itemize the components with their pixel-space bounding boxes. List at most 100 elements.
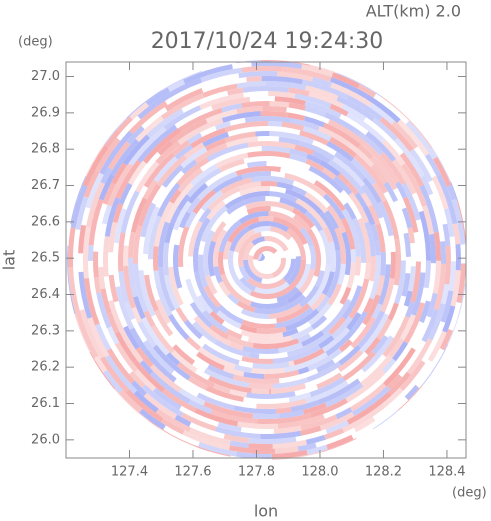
echo-cell xyxy=(127,190,140,209)
echo-cell xyxy=(75,196,89,230)
echo-cell xyxy=(439,329,453,351)
echo-cell xyxy=(156,182,181,218)
echo-cell xyxy=(290,118,320,131)
echo-cell xyxy=(135,115,164,142)
echo-cell xyxy=(164,88,204,112)
echo-cell xyxy=(250,299,290,310)
echo-cell xyxy=(150,364,182,393)
echo-cell xyxy=(206,142,249,162)
echo-cell xyxy=(188,376,208,391)
echo-cell xyxy=(254,281,290,294)
echo-cell xyxy=(276,181,294,191)
echo-cell xyxy=(288,360,295,367)
echo-cell xyxy=(155,140,181,165)
echo-cell xyxy=(157,140,174,156)
y-unit: (deg) xyxy=(18,35,53,50)
echo-cell xyxy=(214,120,231,131)
echo-cell xyxy=(224,120,268,133)
echo-cell xyxy=(241,65,283,73)
echo-cell xyxy=(419,300,431,323)
echo-cell xyxy=(192,189,216,215)
echo-cell xyxy=(239,277,256,292)
echo-cell xyxy=(225,328,243,340)
echo-cell xyxy=(440,290,454,323)
y-tick-label: 26.6 xyxy=(31,214,60,229)
echo-cell xyxy=(140,202,156,238)
echo-cell xyxy=(316,372,343,390)
echo-cell xyxy=(252,413,280,420)
echo-cell xyxy=(269,101,290,108)
echo-cell xyxy=(260,110,289,118)
echo-cell xyxy=(336,95,375,122)
echo-cell xyxy=(268,91,296,99)
echo-cell xyxy=(242,85,290,93)
echo-cell xyxy=(248,443,273,449)
echo-cell xyxy=(176,194,191,211)
echo-cell xyxy=(275,307,314,329)
echo-cell xyxy=(108,141,131,170)
echo-cell xyxy=(405,301,415,318)
y-tick-label: 26.0 xyxy=(31,432,60,447)
echo-cell xyxy=(365,131,396,162)
echo-cell xyxy=(202,83,238,98)
y-tick-label: 26.7 xyxy=(31,178,60,193)
echo-cell xyxy=(143,348,177,383)
echo-cell xyxy=(272,257,286,278)
echo-cell xyxy=(301,64,334,78)
echo-cell xyxy=(229,226,250,252)
echo-cell xyxy=(304,210,324,232)
echo-cell xyxy=(278,342,303,354)
echo-cell xyxy=(142,127,182,164)
echo-cell xyxy=(357,84,377,98)
echo-cell xyxy=(70,184,88,229)
echo-cell xyxy=(242,259,263,284)
echo-cell xyxy=(292,214,311,232)
echo-cell xyxy=(350,158,377,186)
echo-cell xyxy=(350,249,357,263)
echo-cell xyxy=(158,267,176,312)
echo-cell xyxy=(399,152,424,187)
echo-cell xyxy=(258,252,265,262)
echo-cell xyxy=(227,216,260,243)
echo-cell xyxy=(247,335,293,345)
echo-cell xyxy=(339,339,353,353)
x-tick-label: 127.4 xyxy=(111,465,148,480)
echo-cell xyxy=(277,419,307,429)
echo-cell xyxy=(153,156,178,183)
echo-cell xyxy=(181,412,217,432)
echo-cell xyxy=(242,345,279,354)
echo-cell xyxy=(103,369,123,394)
y-tick-label: 26.1 xyxy=(31,396,60,411)
echo-cell xyxy=(261,76,303,85)
echo-cell xyxy=(407,227,415,244)
echo-cell xyxy=(151,324,175,354)
echo-cell xyxy=(324,382,364,408)
echo-cell xyxy=(178,388,206,406)
echo-cell xyxy=(346,95,383,121)
echo-cell xyxy=(442,305,456,333)
echo-cell xyxy=(165,182,194,224)
echo-cell xyxy=(246,205,271,215)
echo-cell xyxy=(188,220,203,257)
echo-cell xyxy=(307,348,343,372)
echo-cell xyxy=(168,314,190,341)
echo-cell xyxy=(217,422,242,432)
echo-cell xyxy=(246,220,271,231)
echo-cell xyxy=(155,408,191,433)
echo-cell xyxy=(215,426,261,439)
echo-cell xyxy=(357,217,371,264)
echo-cell xyxy=(183,64,233,85)
echo-cell xyxy=(135,161,160,193)
echo-cell xyxy=(409,148,433,183)
echo-cell xyxy=(292,207,315,229)
echo-cell xyxy=(276,303,311,324)
echo-cell xyxy=(383,181,398,203)
echo-cell xyxy=(120,206,133,234)
echo-cell xyxy=(368,204,381,225)
echo-cell xyxy=(156,155,187,187)
echo-cell xyxy=(163,105,202,131)
echo-cell xyxy=(362,294,381,326)
echo-cell xyxy=(260,180,278,187)
echo-cell xyxy=(357,310,385,349)
echo-cell xyxy=(139,360,154,375)
